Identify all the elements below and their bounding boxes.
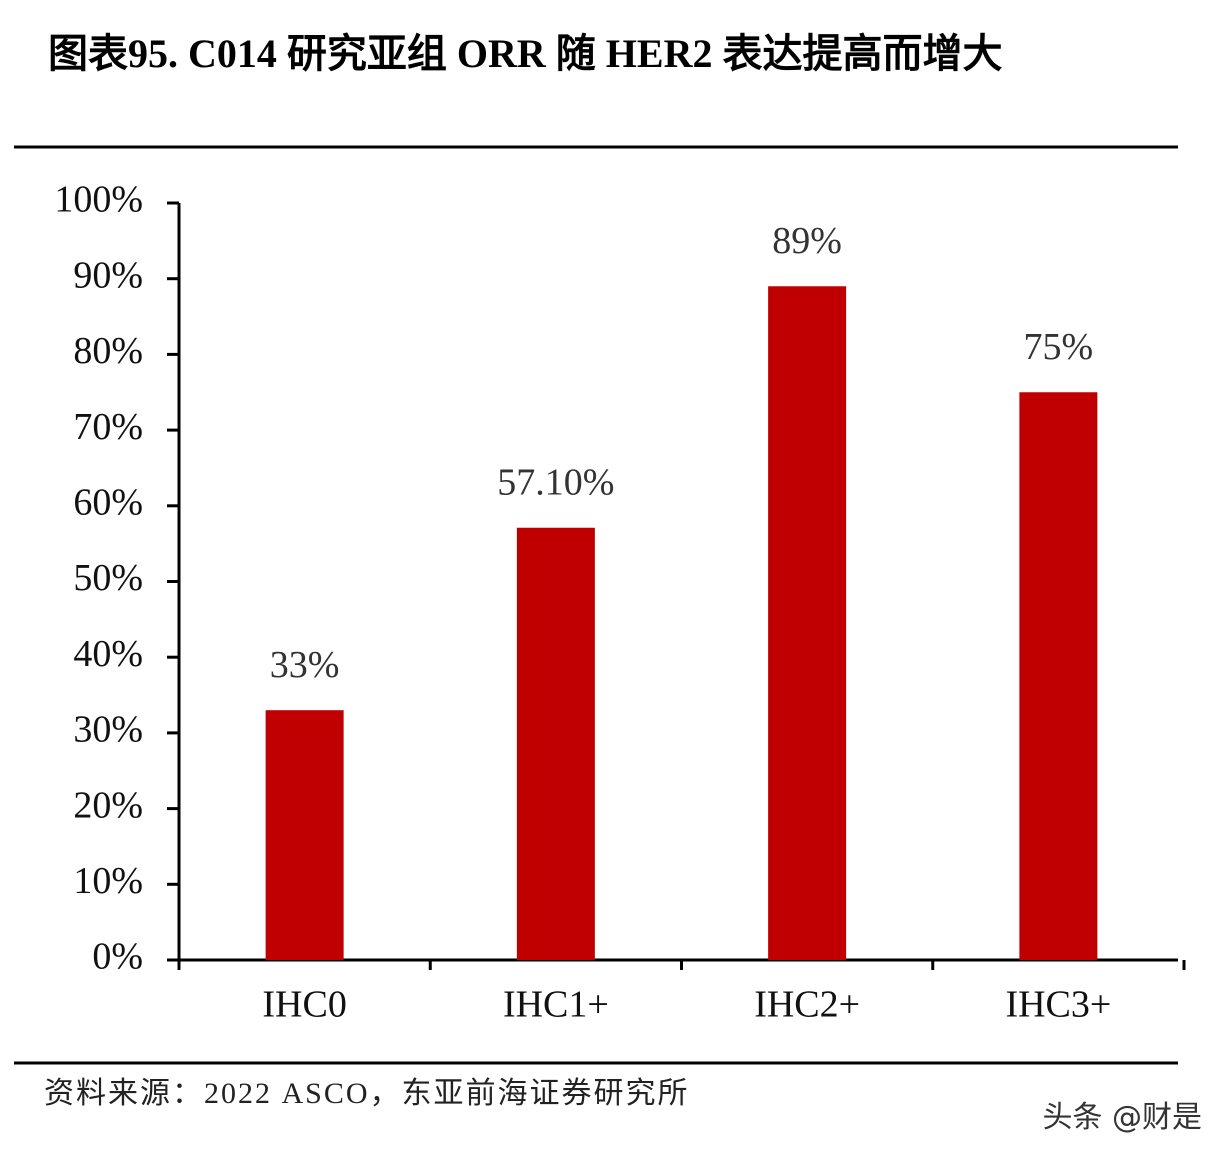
x-tick-label: IHC2+ — [754, 984, 860, 1026]
bar — [516, 527, 595, 960]
x-tick-label: IHC3+ — [1005, 984, 1111, 1026]
bar — [265, 710, 344, 960]
chart-title: 图表95. C014 研究亚组 ORR 随 HER2 表达提高而增大 — [48, 31, 1003, 76]
source-note: 资料来源：2022 ASCO，东亚前海证券研究所 — [44, 1077, 690, 1110]
y-tick-label: 60% — [73, 482, 143, 524]
y-tick-label: 10% — [73, 860, 143, 902]
y-tick-label: 90% — [73, 254, 143, 296]
y-tick-label: 40% — [73, 633, 143, 675]
bar — [1019, 392, 1098, 960]
x-tick-label: IHC1+ — [503, 984, 609, 1026]
value-label: 33% — [270, 644, 340, 686]
bar — [768, 286, 847, 960]
y-tick-label: 0% — [92, 936, 143, 978]
y-tick-label: 100% — [54, 179, 143, 221]
value-label: 89% — [772, 220, 842, 262]
y-tick-label: 30% — [73, 709, 143, 751]
y-tick-label: 80% — [73, 330, 143, 372]
value-label: 57.10% — [497, 461, 614, 503]
y-tick-label: 20% — [73, 784, 143, 826]
value-label: 75% — [1024, 326, 1094, 368]
x-tick-label: IHC0 — [262, 984, 346, 1026]
y-tick-label: 70% — [73, 406, 143, 448]
y-tick-label: 50% — [73, 557, 143, 599]
watermark: 头条 @财是 — [1042, 1100, 1202, 1135]
